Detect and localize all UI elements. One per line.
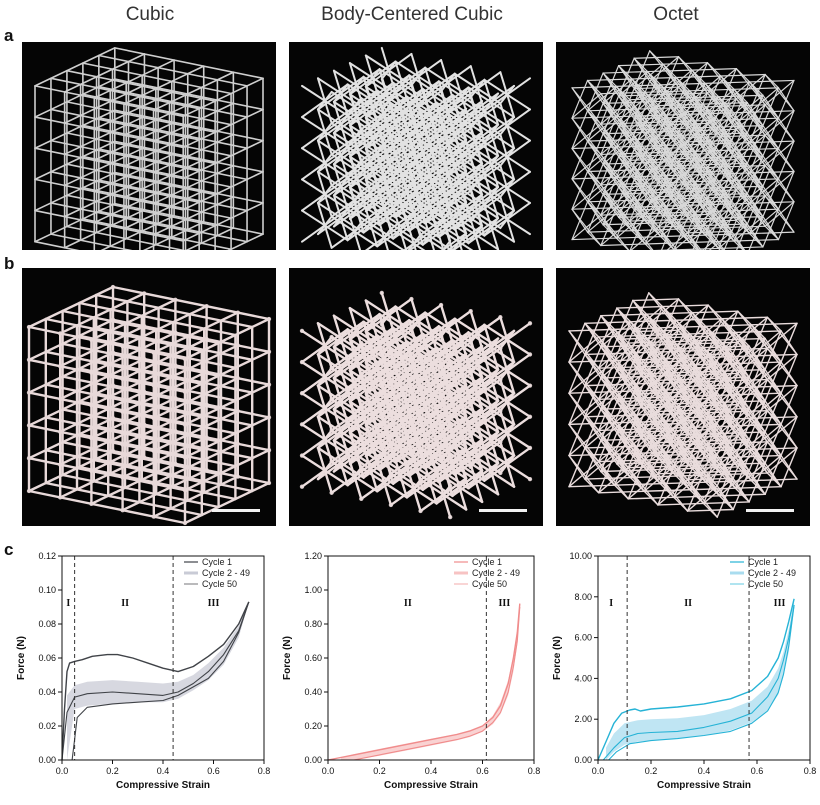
y-tick-label: 0.20 — [304, 721, 322, 731]
legend-entry: Cycle 1 — [472, 557, 502, 567]
column-title-octet: Octet — [556, 4, 796, 26]
x-tick-label: 0.0 — [322, 766, 335, 776]
x-tick-label: 0.4 — [157, 766, 170, 776]
y-tick-label: 0.06 — [38, 653, 56, 663]
x-axis-title: Compressive Strain — [384, 780, 478, 791]
render-bcc-lattice — [289, 42, 543, 250]
render-octet-lattice — [556, 42, 810, 250]
x-tick-label: 0.6 — [751, 766, 764, 776]
y-tick-label: 0.04 — [38, 687, 56, 697]
legend-entry: Cycle 2 - 49 — [202, 568, 250, 578]
legend-entry: Cycle 1 — [748, 557, 778, 567]
legend-entry: Cycle 2 - 49 — [472, 568, 520, 578]
x-tick-label: 0.6 — [207, 766, 220, 776]
row-label-b: b — [4, 254, 14, 274]
series-line-cycle-50 — [354, 607, 520, 760]
region-label: II — [684, 598, 692, 609]
y-tick-label: 1.00 — [304, 585, 322, 595]
photo-cubic-lattice — [22, 268, 276, 526]
photo-bcc-lattice — [289, 268, 543, 526]
region-label: III — [208, 598, 220, 609]
x-tick-label: 0.8 — [258, 766, 271, 776]
y-tick-label: 8.00 — [574, 592, 592, 602]
x-tick-label: 0.8 — [528, 766, 541, 776]
legend-entry: Cycle 2 - 49 — [748, 568, 796, 578]
region-label: I — [66, 598, 70, 609]
legend-entry: Cycle 1 — [202, 557, 232, 567]
series-line-cycle-50-loading — [62, 602, 249, 760]
region-label: II — [404, 598, 412, 609]
legend-entry: Cycle 50 — [202, 579, 237, 589]
y-tick-label: 0.60 — [304, 653, 322, 663]
x-tick-label: 0.4 — [425, 766, 438, 776]
y-tick-label: 0.00 — [574, 755, 592, 765]
y-tick-label: 0.00 — [38, 755, 56, 765]
y-axis-title: Force (N) — [552, 636, 563, 680]
y-tick-label: 0.08 — [38, 619, 56, 629]
scale-bar — [212, 509, 260, 512]
x-axis-title: Compressive Strain — [116, 780, 210, 791]
series-line-cycle-1 — [328, 604, 520, 760]
render-cubic-lattice — [22, 42, 276, 250]
x-tick-label: 0.0 — [56, 766, 69, 776]
y-tick-label: 0.00 — [304, 755, 322, 765]
column-title-bcc: Body-Centered Cubic — [292, 4, 532, 26]
x-tick-label: 0.2 — [106, 766, 119, 776]
y-tick-label: 2.00 — [574, 714, 592, 724]
region-label: III — [774, 598, 786, 609]
x-tick-label: 0.2 — [645, 766, 658, 776]
x-tick-label: 0.6 — [476, 766, 489, 776]
scale-bar — [479, 509, 527, 512]
y-tick-label: 0.40 — [304, 687, 322, 697]
legend-entry: Cycle 50 — [472, 579, 507, 589]
x-tick-label: 0.8 — [804, 766, 817, 776]
region-label: I — [609, 598, 613, 609]
x-tick-label: 0.2 — [373, 766, 386, 776]
cycle-2-49-band — [67, 602, 249, 760]
column-title-cubic: Cubic — [30, 4, 270, 26]
series-line-cycle-1 — [62, 602, 249, 760]
row-label-a: a — [4, 26, 13, 46]
region-label: III — [499, 598, 511, 609]
y-tick-label: 1.20 — [304, 551, 322, 561]
x-tick-label: 0.0 — [592, 766, 605, 776]
scale-bar — [746, 509, 794, 512]
y-tick-label: 4.00 — [574, 673, 592, 683]
x-axis-title: Compressive Strain — [657, 780, 751, 791]
photo-octet-lattice — [556, 268, 810, 526]
x-tick-label: 0.4 — [698, 766, 711, 776]
y-tick-label: 6.00 — [574, 633, 592, 643]
y-axis-title: Force (N) — [282, 636, 293, 680]
y-tick-label: 0.80 — [304, 619, 322, 629]
series-line-cycle-50-unloading — [72, 602, 249, 760]
y-axis-title: Force (N) — [16, 636, 27, 680]
cycle-2-49-band — [341, 604, 520, 760]
y-tick-label: 0.02 — [38, 721, 56, 731]
y-tick-label: 10.00 — [569, 551, 592, 561]
legend-entry: Cycle 50 — [748, 579, 783, 589]
region-label: II — [121, 598, 129, 609]
y-tick-label: 0.12 — [38, 551, 56, 561]
y-tick-label: 0.10 — [38, 585, 56, 595]
